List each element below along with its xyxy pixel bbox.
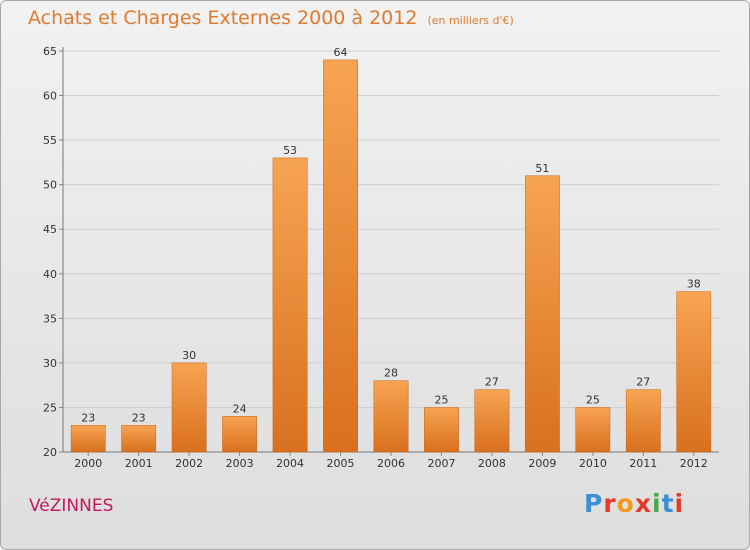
x-tick-label: 2000 [74,457,102,470]
y-tick-label: 40 [43,268,57,281]
data-label: 25 [586,393,600,406]
data-label: 38 [687,278,701,291]
data-label: 64 [334,46,348,59]
logo-letter: r [603,489,617,518]
bar-2002 [171,362,207,453]
x-tick-label: 2003 [226,457,254,470]
data-label: 27 [485,376,499,389]
labels: 20 25 30 35 40 45 50 55 60 65 2000 23 2001 23 2002 30 20… [43,45,708,470]
logo-letter: P [584,489,604,518]
bar-2012 [676,291,712,453]
y-tick-label: 45 [43,223,57,236]
bar-2011 [625,389,661,453]
logo-letter: i [652,489,662,518]
logo-letter: t [661,489,675,518]
y-tick-label: 60 [43,90,57,103]
chart-title: Achats et Charges Externes 2000 à 2012 [28,7,418,29]
x-tick-label: 2011 [629,457,657,470]
x-tick-label: 2002 [175,457,203,470]
gridlines [63,50,719,408]
y-tick-label: 20 [43,446,57,459]
data-label: 28 [384,367,398,380]
bar-2001 [121,425,157,453]
data-label: 23 [132,411,146,424]
bar-2010 [575,407,611,453]
logo-letter: o [616,489,635,518]
bar-2000 [70,425,106,453]
title-block: Achats et Charges Externes 2000 à 2012 (e… [28,7,514,29]
logo-letter: i [674,489,685,518]
y-tick-label: 35 [43,312,57,325]
y-tick-label: 55 [43,134,57,147]
data-label: 24 [233,402,247,415]
y-tick-label: 65 [43,45,57,58]
x-tick-label: 2006 [377,457,405,470]
chart-subtitle: (en milliers d'€) [427,14,514,27]
x-tick-label: 2009 [528,457,556,470]
bar-2008 [474,389,510,453]
bar-2005 [323,59,358,453]
y-tick-label: 50 [43,179,57,192]
bar-2006 [373,380,409,453]
data-label: 30 [182,349,196,362]
data-label: 23 [81,411,95,424]
x-tick-label: 2012 [680,457,708,470]
x-tick-label: 2010 [579,457,607,470]
x-tick-label: 2005 [327,457,355,470]
logo-letter: x [634,489,652,518]
bars [70,59,712,453]
bar-2004 [272,157,308,453]
bar-2003 [222,416,258,453]
x-tick-label: 2004 [276,457,304,470]
data-label: 27 [636,376,650,389]
place-name: VéZINNES [29,496,114,516]
data-label: 51 [535,162,549,175]
proxiti-logo[interactable]: Proxiti [584,489,684,518]
y-tick-label: 30 [43,357,57,370]
data-label: 53 [283,144,297,157]
bar-2007 [424,407,459,453]
x-tick-label: 2001 [125,457,153,470]
x-tick-label: 2007 [427,457,455,470]
y-tick-label: 25 [43,401,57,414]
bar-2009 [524,175,560,453]
x-tick-label: 2008 [478,457,506,470]
data-label: 25 [434,393,448,406]
